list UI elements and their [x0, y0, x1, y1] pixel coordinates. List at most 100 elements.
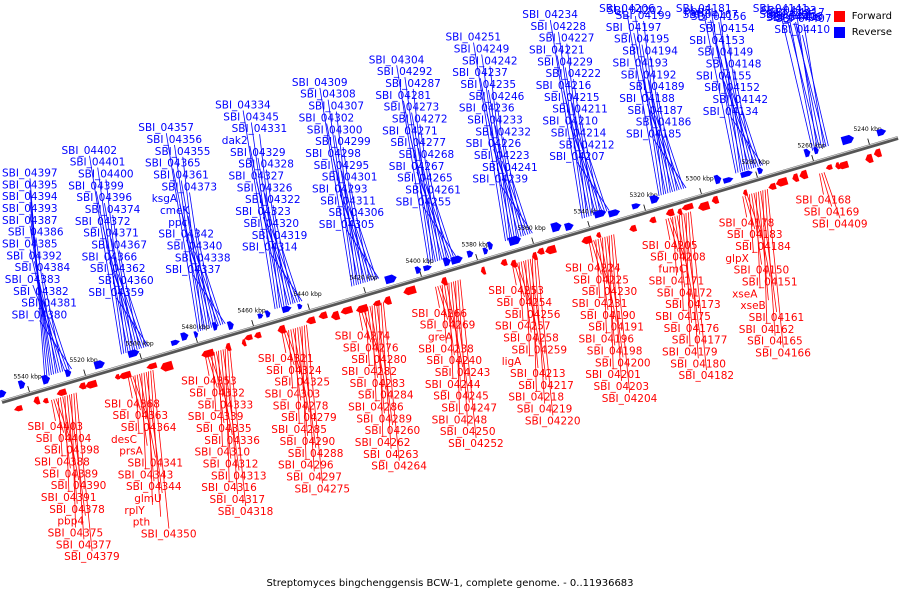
tick-mark: [699, 187, 702, 194]
leader-line: [202, 263, 224, 325]
leader-line: [326, 123, 359, 285]
reverse-gene: [17, 380, 26, 390]
forward-gene: [711, 195, 720, 204]
forward-leader-lines: [51, 172, 841, 552]
tick-mark: [531, 237, 534, 244]
gene-label: SBI_04182: [679, 370, 735, 382]
reverse-gene: [127, 349, 140, 358]
gene-label: SBI_04203: [594, 381, 650, 393]
leader-line: [73, 393, 85, 540]
gene-label: SBI_04320: [244, 218, 300, 230]
reverse-gene: [876, 128, 887, 137]
leader-line: [780, 13, 814, 151]
gene-label: SBI_04156: [691, 11, 747, 23]
leader-line: [437, 285, 449, 320]
gene-label: SBI_04249: [454, 44, 510, 56]
gene-label: SBI_04284: [358, 390, 414, 402]
gene-label: SBI_04313: [211, 470, 267, 482]
forward-gene: [581, 235, 593, 245]
gene-label: SBI_04193: [613, 57, 669, 69]
gene-label: SBI_04271: [382, 125, 438, 137]
reverse-gene: [486, 241, 493, 250]
gene-label: SBI_04253: [488, 285, 544, 297]
forward-gene: [254, 331, 262, 339]
tick-mark: [587, 220, 590, 227]
forward-gene: [873, 148, 883, 158]
leader-line: [71, 393, 76, 528]
gene-label: SBI_04171: [649, 275, 705, 287]
leader-line: [378, 303, 384, 438]
leader-line: [281, 331, 287, 354]
gene-label: SBI_04205: [642, 240, 698, 252]
reverse-gene: [722, 177, 734, 184]
gene-label: SBI_04337: [165, 264, 221, 276]
leader-line: [242, 110, 276, 310]
gene-label: SBI_04321: [258, 353, 314, 365]
gene-label: SBI_04221: [529, 45, 585, 57]
leader-line: [334, 135, 362, 284]
leader-line: [152, 369, 170, 529]
reverse-gene: [649, 195, 660, 204]
leader-line: [204, 354, 210, 376]
tick-label: 5360 kbp: [517, 225, 545, 232]
gene-label: SBI_04344: [126, 481, 182, 493]
tick-label: 5240 kbp: [853, 126, 881, 133]
gene-label: SBI_04417: [769, 7, 825, 19]
gene-label: SBI_04409: [812, 218, 868, 230]
tick-mark: [475, 253, 478, 260]
gene-label: SBI_04247: [441, 403, 497, 415]
gene-label: SBI_04186: [636, 117, 692, 129]
gene-label: SBI_04341: [128, 458, 184, 470]
leader-line: [249, 145, 283, 308]
leader-line: [396, 65, 430, 264]
gene-label: SBI_04272: [392, 114, 448, 126]
gene-label: SBI_04206: [599, 3, 655, 15]
gene-label: desC: [111, 434, 137, 446]
gene-label: SBI_04235: [460, 79, 516, 91]
gene-label: SBI_04406: [768, 11, 824, 23]
leader-line: [716, 45, 750, 170]
leader-line: [89, 155, 122, 355]
gene-label: SBI_04380: [12, 310, 68, 322]
reverse-gene: [442, 257, 451, 267]
leader-line: [570, 126, 603, 213]
gene-label: SBI_04372: [75, 216, 131, 228]
gene-label: SBI_04397: [2, 167, 58, 179]
leader-line: [448, 282, 454, 379]
leader-line: [678, 214, 684, 311]
gene-label: SBI_04226: [466, 138, 522, 150]
reverse-swatch: [833, 26, 845, 38]
leader-line: [143, 372, 155, 482]
leader-line: [731, 93, 759, 167]
leader-line: [576, 161, 610, 211]
gene-label: fumC: [658, 264, 686, 276]
gene-label: dak2: [222, 135, 248, 147]
reverse-gene: [482, 247, 489, 255]
forward-gene: [743, 189, 749, 196]
gene-label: SBI_04327: [229, 171, 285, 183]
forward-gene: [160, 360, 174, 372]
gene-label: SBI_04258: [503, 333, 559, 345]
leader-line: [409, 136, 443, 260]
leader-line: [290, 329, 302, 401]
gene-label: SBI_04329: [230, 147, 286, 159]
gene-label: SBI_04288: [288, 448, 344, 460]
reverse-gene-track: [0, 128, 887, 398]
gene-label: SBI_04219: [517, 404, 573, 416]
gene-label: SBI_04399: [68, 180, 124, 192]
leader-line: [758, 191, 769, 301]
leader-line: [494, 125, 522, 237]
forward-gene: [596, 232, 602, 238]
leader-line: [744, 195, 756, 230]
tick-mark: [251, 319, 254, 326]
gene-label: SBI_04382: [13, 286, 69, 298]
gene-label: SBI_04269: [420, 320, 476, 332]
leader-line: [755, 192, 761, 289]
leader-line: [224, 348, 230, 483]
gene-label: SBI_04343: [118, 469, 174, 481]
gene-label: SBI_04204: [602, 393, 658, 405]
gene-label: SBI_04189: [629, 81, 685, 93]
leader-line: [34, 261, 61, 373]
gene-label: SBI_04402: [62, 145, 118, 157]
leader-line: [633, 32, 667, 194]
